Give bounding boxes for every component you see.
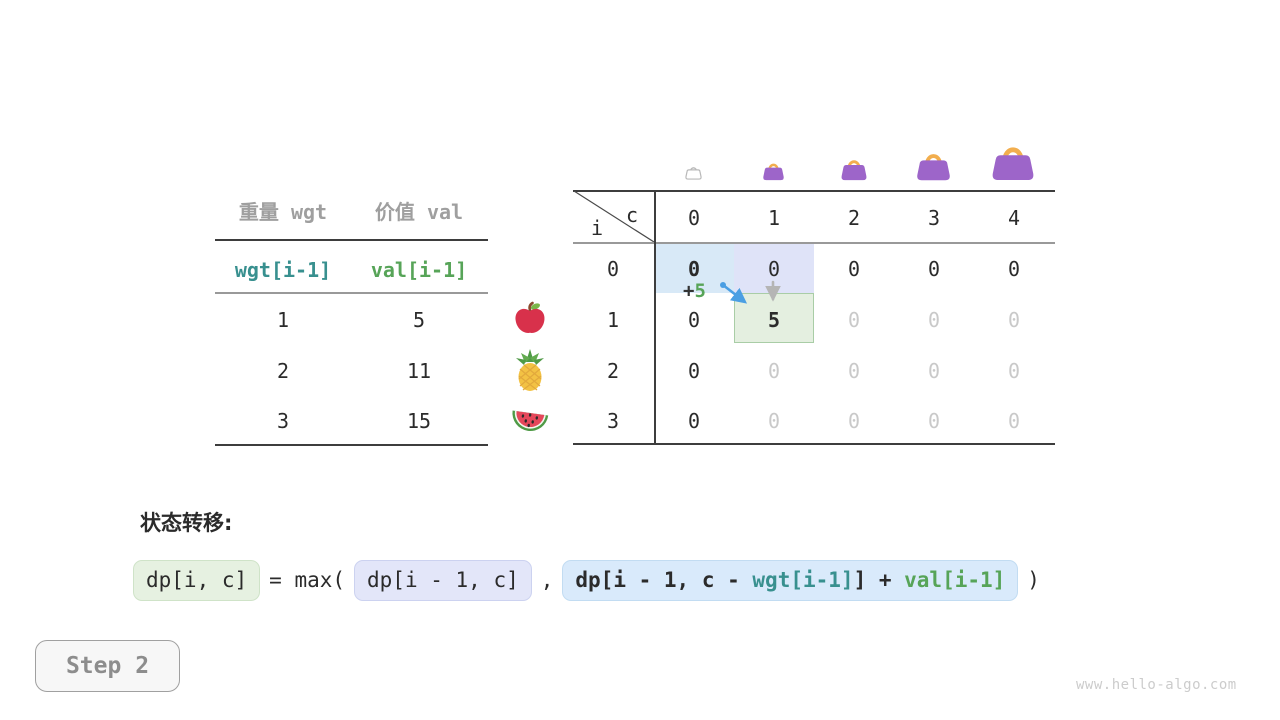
dp-corner-row-label: i [590,216,604,240]
dp-cell: 0 [847,308,861,332]
dp-row-header: 1 [606,308,620,332]
dp-cell: 0 [687,257,701,281]
dp-cell: 0 [847,359,861,383]
item-weight: 1 [276,308,290,332]
blue-arrow-icon [722,283,748,304]
item-weight: 3 [276,409,290,433]
dp-cell: 0 [1007,308,1021,332]
apple-icon [513,301,547,335]
transition-arrows [654,270,824,315]
item-value: 15 [406,409,432,433]
items-table-mid-rule [215,292,488,294]
dp-cell: 0 [1007,409,1021,433]
dp-corner-cell [573,191,654,242]
dp-cell: 0 [687,308,701,332]
formula-arg2-box: dp[i - 1, c - wgt[i-1]] + val[i-1] [562,560,1019,601]
dp-table-bottom-rule [573,443,1055,445]
bag-icon-4 [990,141,1036,181]
watermelon-icon [509,404,551,436]
formula-wgt-term: wgt[i-1] [752,568,854,592]
dp-row-header: 3 [606,409,620,433]
items-col-header-value: 价值 val [374,200,464,224]
dp-table-header-rule [573,242,1055,244]
transition-gain-label: +5 [683,280,706,302]
dp-table-vertical-rule [654,191,656,444]
formula-close-paren: ) [1027,568,1040,592]
transition-heading: 状态转移: [140,511,233,535]
bag-icon-3 [915,149,952,181]
watermark: www.hello-algo.com [1076,677,1237,693]
dp-corner-col-label: c [625,203,639,227]
formula-equals-max: = max( [269,568,346,592]
bag-icon-2 [840,156,868,181]
dp-row-header: 0 [606,257,620,281]
bag-icon-1 [762,160,785,181]
dp-cell: 0 [847,409,861,433]
item-value: 11 [406,359,432,383]
bag-empty-icon [685,163,702,181]
dp-cell: 0 [847,257,861,281]
items-index-val: val[i-1] [370,258,468,282]
items-table-bottom-rule [215,444,488,446]
dp-col-header: 0 [687,206,701,230]
dp-col-header: 1 [767,206,781,230]
items-index-wgt: wgt[i-1] [234,258,332,282]
pineapple-icon [513,349,547,393]
dp-cell: 0 [767,359,781,383]
dp-cell: 0 [687,359,701,383]
dp-table-top-rule [573,190,1055,192]
formula-lhs-box: dp[i, c] [133,560,261,601]
dp-cell: 0 [687,409,701,433]
item-value: 5 [412,308,426,332]
dp-col-header: 4 [1007,206,1021,230]
dp-cell: 0 [927,409,941,433]
formula-comma: , [540,568,554,592]
item-weight: 2 [276,359,290,383]
formula-arg1-box: dp[i - 1, c] [354,560,532,601]
dp-cell: 0 [927,257,941,281]
dp-cell: 0 [767,257,781,281]
items-table-top-rule [215,239,488,241]
dp-cell: 0 [767,409,781,433]
transition-formula: dp[i, c] = max( dp[i - 1, c] , dp[i - 1,… [133,560,1040,601]
dp-col-header: 3 [927,206,941,230]
items-col-header-weight: 重量 wgt [238,200,328,224]
dp-cell: 5 [767,308,781,332]
dp-cell: 0 [927,359,941,383]
dp-cell: 0 [927,308,941,332]
formula-val-term: val[i-1] [904,568,1006,592]
dp-cell: 0 [1007,359,1021,383]
dp-row-header: 2 [606,359,620,383]
step-badge[interactable]: Step 2 [35,640,180,692]
dp-col-header: 2 [847,206,861,230]
dp-cell: 0 [1007,257,1021,281]
